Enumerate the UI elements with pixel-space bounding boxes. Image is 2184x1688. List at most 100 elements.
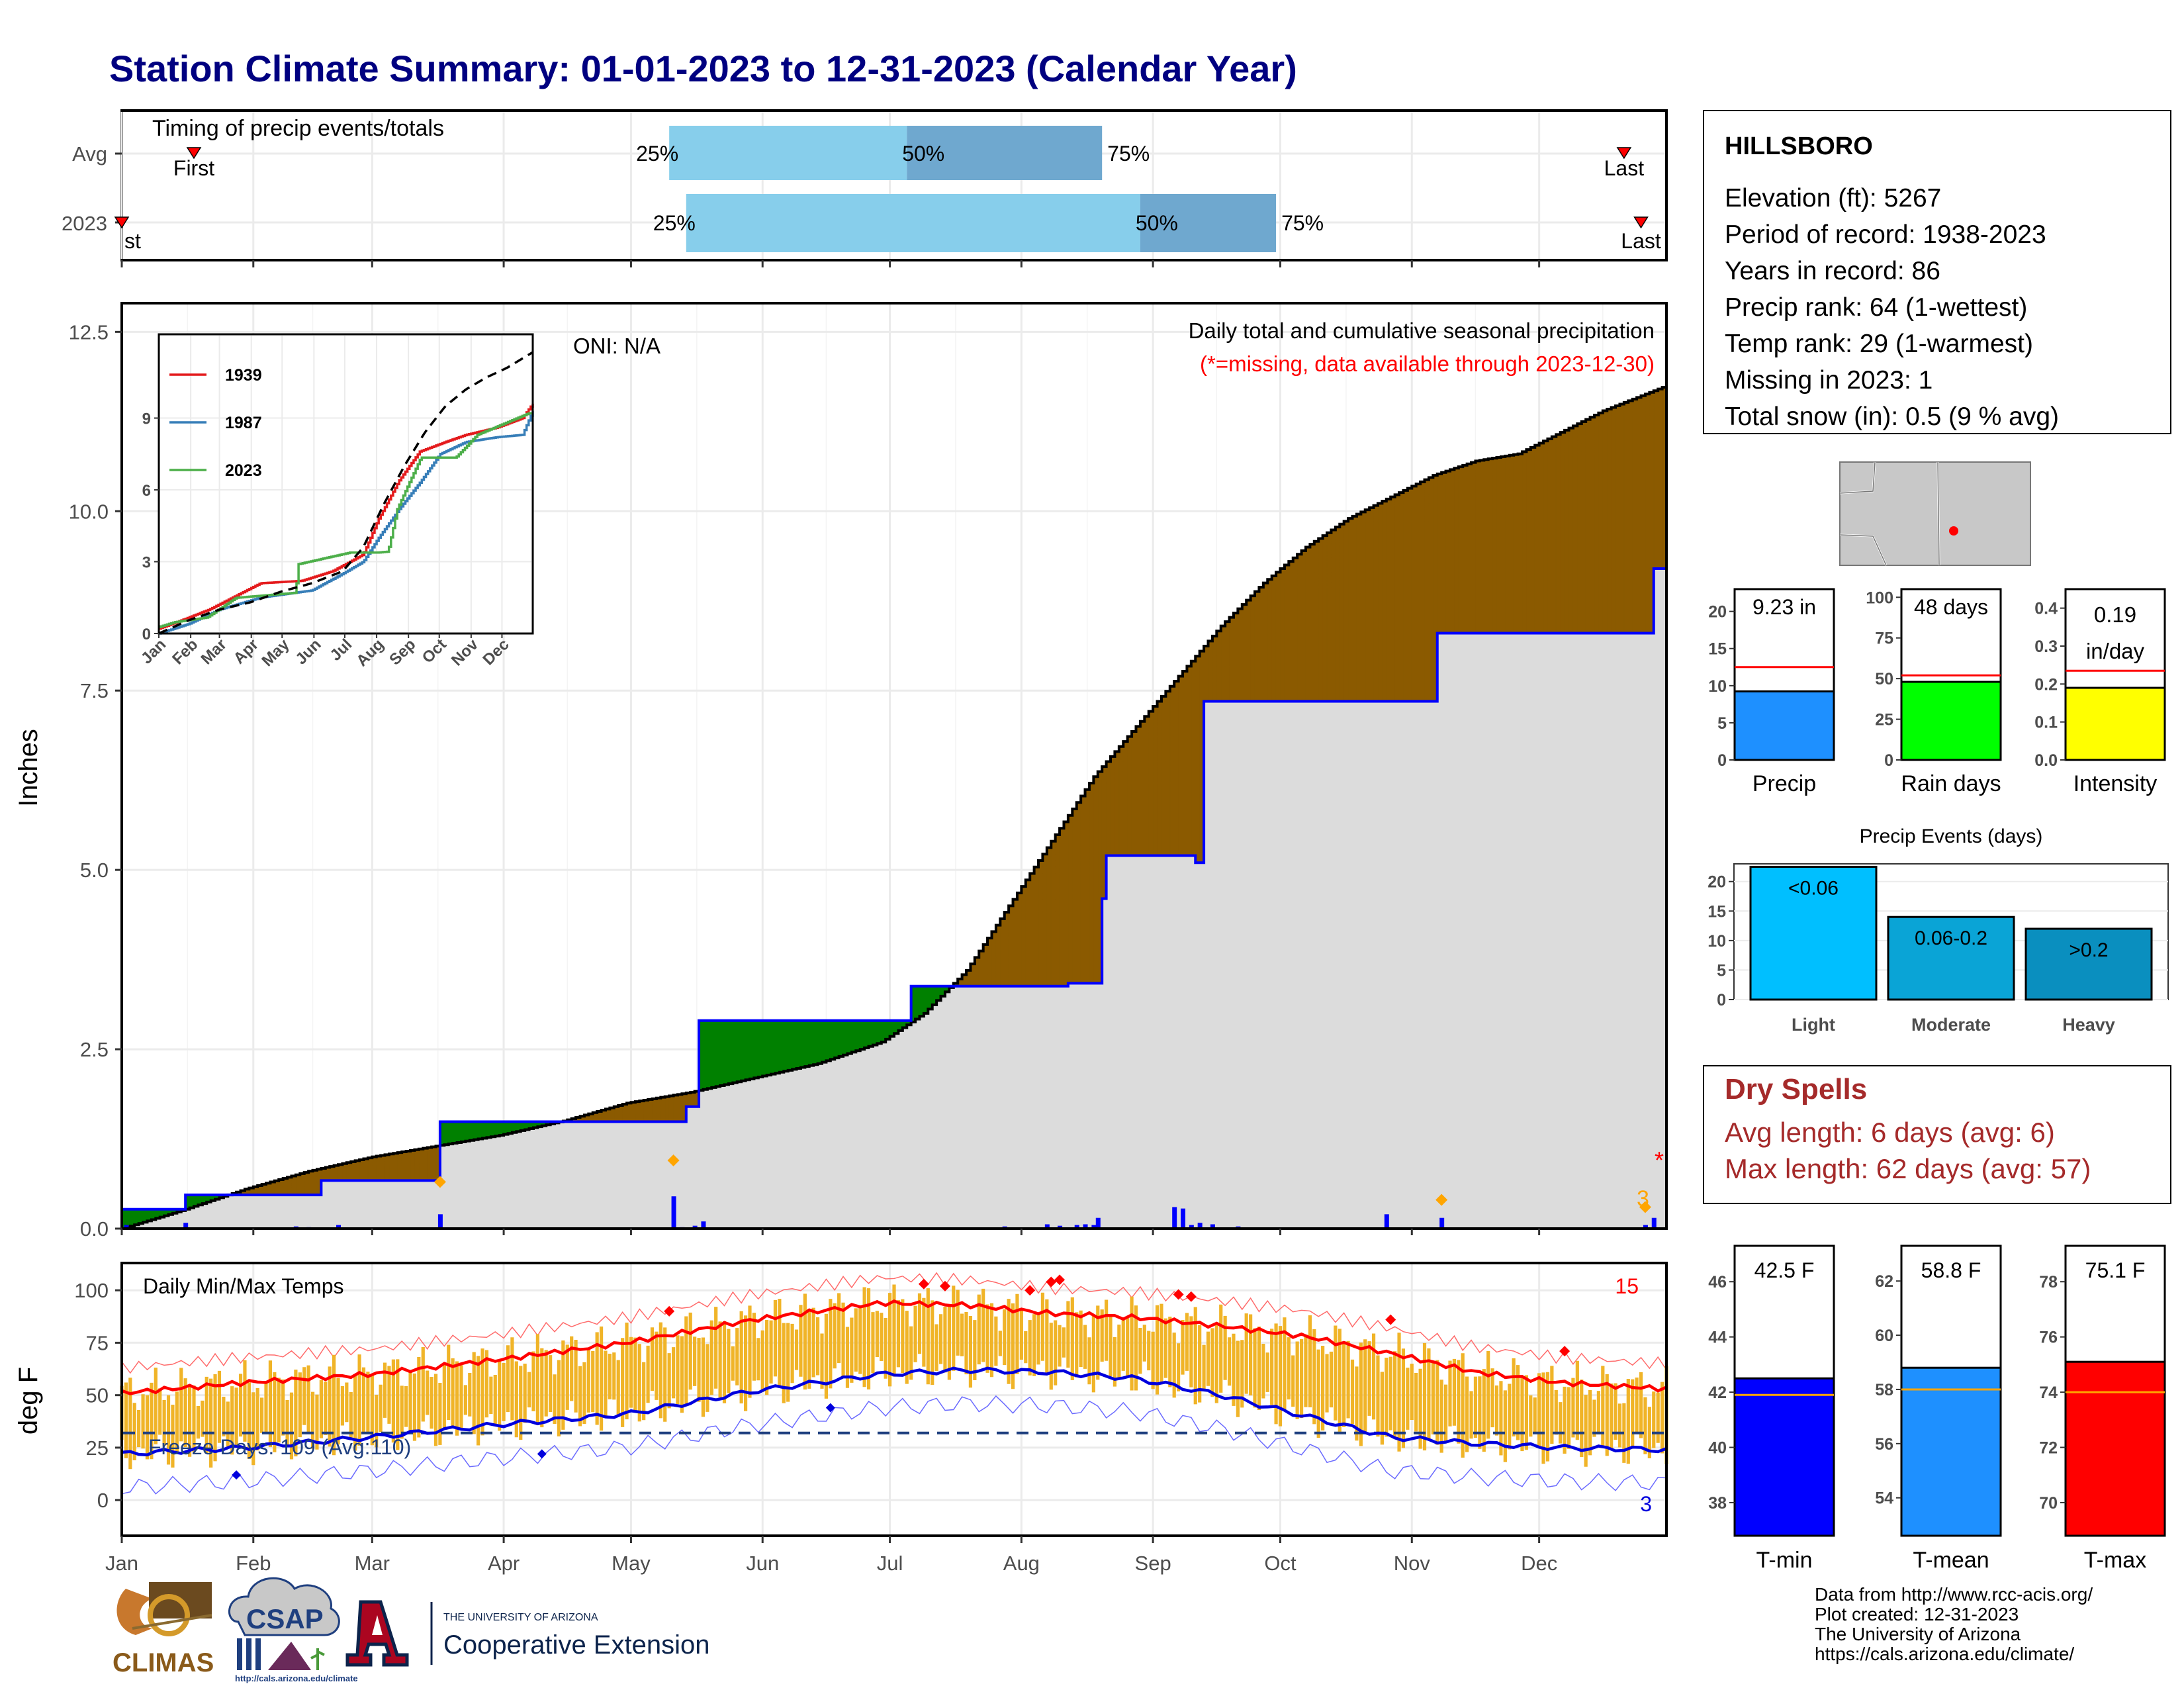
- timing-first-label: First: [173, 156, 214, 180]
- record-high-marker: [918, 1278, 929, 1289]
- temp-tile-ytick: 54: [1875, 1489, 1893, 1508]
- dry-spells-title: Dry Spells: [1725, 1073, 1867, 1105]
- record-low-marker: [537, 1449, 547, 1459]
- record-high-marker: [1559, 1346, 1570, 1357]
- temp-tile-ytick: 62: [1875, 1272, 1893, 1291]
- precip-tile-ytick: 0.3: [2034, 637, 2058, 656]
- precip-tile-value: in/day: [2086, 639, 2145, 663]
- first-event-marker: [114, 216, 130, 229]
- record-low-marker: [825, 1403, 835, 1413]
- station-info-line: Temp rank: 29 (1-warmest): [1725, 330, 2033, 358]
- temp-tile-ytick: 44: [1708, 1329, 1727, 1347]
- record-high-marker: [939, 1280, 950, 1291]
- record-high-marker: [1185, 1291, 1197, 1302]
- precip-event-label: Heavy: [2062, 1015, 2115, 1035]
- temp-tile-ytick: 56: [1875, 1435, 1893, 1454]
- timing-p75-label: 75%: [1107, 142, 1150, 165]
- temp-tile-ytick: 70: [2039, 1494, 2058, 1513]
- month-tick-label: Jul: [877, 1552, 903, 1575]
- month-tick-label: Apr: [488, 1552, 520, 1575]
- month-tick-label: Dec: [1521, 1552, 1557, 1575]
- daily-precip-bar: [336, 1225, 341, 1229]
- daily-precip-bar: [671, 1196, 676, 1229]
- inset-legend-label: 1939: [225, 366, 262, 385]
- station-name: HILLSBORO: [1725, 132, 1873, 160]
- precip-tile-value: 0.19: [2094, 602, 2136, 627]
- events-ytick: 10: [1707, 932, 1726, 951]
- temp-ytick-label: 75: [86, 1331, 109, 1354]
- daily-precip-bar: [1210, 1224, 1215, 1229]
- station-info-line: Years in record: 86: [1725, 257, 1940, 285]
- precip-tile-ytick: 75: [1875, 630, 1893, 648]
- oni-label: ONI: N/A: [573, 334, 660, 358]
- timing-row-label-2023: 2023: [62, 212, 107, 235]
- station-info-line: Precip rank: 64 (1-wettest): [1725, 293, 2027, 322]
- precip-event-range: <0.06: [1788, 877, 1839, 899]
- record-precip-marker: [667, 1154, 680, 1167]
- precip-tile-ytick: 0.4: [2034, 600, 2058, 618]
- precip-ytick-label: 0.0: [80, 1217, 109, 1241]
- ua-logo-bottom-text: Cooperative Extension: [443, 1630, 709, 1660]
- timing-last-label: Last: [1621, 229, 1661, 253]
- inset-legend-label: 2023: [225, 461, 262, 480]
- daily-precip-bar: [1044, 1224, 1050, 1229]
- daily-precip-bar: [1181, 1208, 1186, 1229]
- precip-tile-value: 9.23 in: [1752, 595, 1816, 619]
- precip-ytick-label: 10.0: [69, 500, 109, 523]
- record-precip-marker: [1639, 1201, 1651, 1213]
- station-location-dot: [1949, 526, 1958, 536]
- dry-spells-max: Max length: 62 days (avg: 57): [1725, 1153, 2091, 1184]
- temp-tile-label: T-max: [2084, 1548, 2146, 1573]
- precip-cumulative-area: [122, 568, 1666, 1229]
- record-low-envelope: [121, 1395, 1667, 1495]
- timing-bar-50-75: [1140, 194, 1277, 252]
- precip-tile-ytick: 5: [1717, 714, 1727, 733]
- precip-tile-ytick: 0.1: [2034, 714, 2058, 732]
- climas-logo: CLIMAS: [113, 1582, 214, 1677]
- precip-tile-ytick: 100: [1866, 588, 1893, 607]
- daily-precip-bar: [1058, 1225, 1063, 1229]
- daily-precip-bar: [1439, 1217, 1445, 1229]
- record-high-marker: [664, 1305, 675, 1317]
- precip-tile-ytick: 10: [1708, 677, 1727, 696]
- station-info-line: Missing in 2023: 1: [1725, 366, 1933, 395]
- temp-tile-ytick: 40: [1708, 1439, 1727, 1458]
- page-title: Station Climate Summary: 01-01-2023 to 1…: [109, 48, 1297, 89]
- events-ytick: 20: [1707, 873, 1726, 892]
- precip-tile-label: Intensity: [2073, 771, 2158, 796]
- month-tick-label: Aug: [1003, 1552, 1040, 1575]
- temp-tile-ytick: 60: [1875, 1327, 1893, 1345]
- precip-tile-bar: [1733, 690, 1835, 761]
- precip-panel-title: Daily total and cumulative seasonal prec…: [1189, 318, 1655, 343]
- temp-tile-bar: [1900, 1366, 2002, 1537]
- timing-p50-label: 50%: [902, 142, 944, 165]
- temp-ytick-label: 25: [86, 1436, 109, 1460]
- precip-tile-ytick: 50: [1875, 670, 1893, 688]
- precip-tile-ytick: 15: [1708, 640, 1727, 659]
- month-tick-label: Sep: [1135, 1552, 1171, 1575]
- month-tick-label: Feb: [236, 1552, 271, 1575]
- record-precip-marker: [433, 1176, 446, 1188]
- precip-ylabel: Inches: [14, 729, 43, 807]
- temp-tile-bar: [2064, 1360, 2166, 1537]
- temp-tile-ytick: 78: [2039, 1273, 2058, 1291]
- university-of-arizona-logo: THE UNIVERSITY OF ARIZONA Cooperative Ex…: [345, 1600, 709, 1667]
- precip-event-label: Moderate: [1911, 1015, 1991, 1035]
- temp-tile-ytick: 76: [2039, 1329, 2058, 1347]
- precip-event-range: >0.2: [2069, 939, 2108, 961]
- precip-tile-ytick: 25: [1875, 711, 1893, 729]
- timing-bar-25-50: [669, 126, 907, 180]
- record-count-label: 3: [1637, 1186, 1649, 1211]
- record-high-marker: [1046, 1276, 1057, 1288]
- precip-tile-bar: [2064, 686, 2166, 761]
- daily-precip-bar: [437, 1214, 443, 1229]
- precip-panel: 0.0 2.5 5.0 7.5 10.0 12.5 Inches Daily total …: [14, 302, 1668, 1241]
- precip-tile-ytick: 0.0: [2034, 751, 2058, 770]
- record-low-marker: [232, 1470, 242, 1480]
- temp-tile-value: 58.8 F: [1921, 1258, 1981, 1282]
- precip-tile-ytick: 0: [1884, 751, 1893, 770]
- avg-tmin-line: [121, 1366, 1667, 1457]
- record-precip-marker: [1435, 1194, 1448, 1206]
